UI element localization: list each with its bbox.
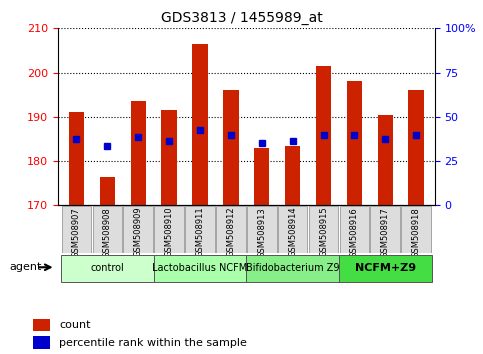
Text: GDS3813 / 1455989_at: GDS3813 / 1455989_at — [161, 11, 322, 25]
Text: GSM508908: GSM508908 — [103, 207, 112, 257]
FancyBboxPatch shape — [154, 255, 246, 282]
Text: GSM508912: GSM508912 — [227, 207, 235, 257]
Text: GSM508914: GSM508914 — [288, 207, 297, 257]
Text: GSM508913: GSM508913 — [257, 207, 266, 257]
FancyBboxPatch shape — [185, 206, 215, 253]
Bar — [316, 66, 331, 205]
Text: GSM508911: GSM508911 — [196, 207, 204, 257]
FancyBboxPatch shape — [339, 255, 432, 282]
Text: Bifidobacterium Z9: Bifidobacterium Z9 — [246, 263, 340, 273]
FancyBboxPatch shape — [340, 206, 369, 253]
Bar — [285, 145, 300, 205]
Text: NCFM+Z9: NCFM+Z9 — [355, 263, 416, 273]
FancyBboxPatch shape — [124, 206, 153, 253]
FancyBboxPatch shape — [278, 206, 308, 253]
Bar — [409, 90, 424, 205]
Bar — [33, 336, 50, 349]
Bar — [223, 90, 239, 205]
Text: GSM508909: GSM508909 — [134, 207, 143, 257]
Text: count: count — [59, 320, 90, 330]
Text: GSM508917: GSM508917 — [381, 207, 390, 257]
Bar — [130, 101, 146, 205]
Bar — [254, 148, 270, 205]
FancyBboxPatch shape — [93, 206, 122, 253]
Bar — [378, 115, 393, 205]
FancyBboxPatch shape — [401, 206, 431, 253]
Text: GSM508918: GSM508918 — [412, 207, 421, 257]
FancyBboxPatch shape — [216, 206, 246, 253]
FancyBboxPatch shape — [62, 206, 91, 253]
Text: agent: agent — [10, 262, 42, 272]
Bar — [161, 110, 177, 205]
FancyBboxPatch shape — [61, 255, 154, 282]
Text: percentile rank within the sample: percentile rank within the sample — [59, 338, 247, 348]
FancyBboxPatch shape — [309, 206, 339, 253]
Text: control: control — [90, 263, 124, 273]
FancyBboxPatch shape — [154, 206, 184, 253]
Bar — [347, 81, 362, 205]
FancyBboxPatch shape — [247, 206, 277, 253]
FancyBboxPatch shape — [246, 255, 339, 282]
Bar — [192, 44, 208, 205]
Text: GSM508916: GSM508916 — [350, 207, 359, 257]
Text: GSM508910: GSM508910 — [165, 207, 173, 257]
Text: GSM508915: GSM508915 — [319, 207, 328, 257]
Text: GSM508907: GSM508907 — [72, 207, 81, 257]
Bar — [33, 319, 50, 331]
FancyBboxPatch shape — [370, 206, 400, 253]
Bar — [99, 177, 115, 205]
Text: Lactobacillus NCFM: Lactobacillus NCFM — [152, 263, 248, 273]
Bar — [69, 112, 84, 205]
